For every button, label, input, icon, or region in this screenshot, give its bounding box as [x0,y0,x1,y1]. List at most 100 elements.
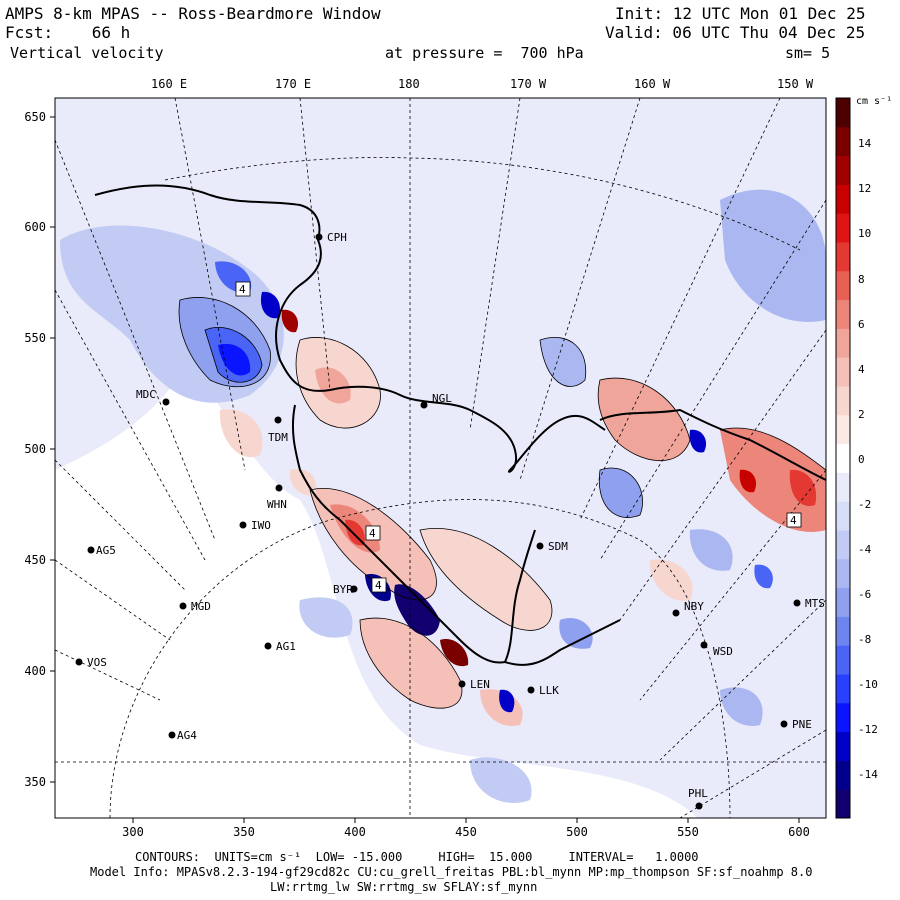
station-dot-whn [275,484,283,492]
colorbar-swatch [836,357,850,387]
contour-label-box [786,512,802,528]
colorbar-tick-label: 14 [858,137,872,150]
colorbar-swatch [836,414,850,445]
colorbar-swatch [836,443,850,473]
lon-label-150w: 150 W [777,77,814,91]
x-tick-label: 550 [677,825,699,839]
station-label-ag5: AG5 [96,544,116,557]
lon-label-170e: 170 E [275,77,311,91]
contour-labels: 4 4 4 4 [235,281,802,593]
contour-label: 4 [239,283,246,296]
station-label-nby: NBY [684,600,704,613]
station-label-whn: WHN [267,498,287,511]
colorbar-swatch [836,98,850,128]
graticule [55,98,826,818]
station-label-ngl: NGL [432,392,452,405]
colorbar-swatch [836,616,850,646]
station-dot-ag1 [264,642,272,650]
colorbar-tick-label: 10 [858,227,871,240]
station-label-cph: CPH [327,231,347,244]
colorbar-swatch [836,674,850,704]
colorbar-swatch [836,587,850,617]
coastline [94,184,826,666]
colorbar-swatch [836,789,850,819]
field-name: Vertical velocity [10,44,164,62]
station-label-ag1: AG1 [276,640,296,653]
colorbar-tick-label: -14 [858,768,878,781]
colorbar-swatch [836,558,850,589]
station-dot-mts [793,599,801,607]
colorbar-tick-label: -10 [858,678,878,691]
colorbar [836,98,850,819]
station-dot-iwo [239,521,247,529]
station-label-phl: PHL [688,787,708,800]
station-label-pne: PNE [792,718,812,731]
x-tick-label: 450 [455,825,477,839]
colorbar-swatch [836,530,850,560]
y-tick-label: 600 [24,220,46,234]
colorbar-swatch [836,328,850,358]
colorbar-swatch [836,126,850,157]
colorbar-swatch [836,213,850,243]
station-label-wsd: WSD [713,645,733,658]
x-tick-label: 300 [122,825,144,839]
colorbar-swatch [836,731,850,761]
station-dot-cph [315,233,323,241]
y-tick-label: 500 [24,442,46,456]
station-dot-ag4 [168,731,176,739]
colorbar-tick-label: -8 [858,633,871,646]
contour-label: 4 [369,527,376,540]
station-dot-mdc [162,398,170,406]
pressure-level: at pressure = 700 hPa [385,44,584,62]
x-axis: 300 350 400 450 500 550 600 [122,818,810,839]
colorbar-swatch [836,299,850,329]
y-axis: 650 600 550 500 450 400 350 [24,110,55,789]
station-label-mgd: MGD [191,600,211,613]
station-dot-byr [350,585,358,593]
x-tick-label: 350 [233,825,255,839]
y-tick-label: 350 [24,775,46,789]
station-label-byr: BYR [333,583,353,596]
model-info-line2: LW:rrtmg_lw SW:rrtmg_sw SFLAY:sf_mynn [270,880,538,894]
contour-label-box [371,577,387,593]
lon-label-160w: 160 W [634,77,671,91]
colorbar-swatch [836,472,850,502]
colorbar-tick-label: 4 [858,363,865,376]
station-dot-nby [672,609,680,617]
y-tick-label: 400 [24,664,46,678]
colorbar-swatch [836,760,850,790]
station-dot-ngl [420,401,428,409]
station-label-sdm: SDM [548,540,568,553]
colorbar-units: cm s⁻¹ [856,96,892,107]
forecast-hour: Fcst: 66 h [5,23,131,42]
colorbar-tick-label: 2 [858,408,865,421]
station-markers: CPH NGL MDC TDM WHN IWO AG5 MGD AG1 VOS … [75,231,825,810]
station-label-vos: VOS [87,656,107,669]
lon-label-180: 180 [398,77,420,91]
smoothing-value: sm= 5 [785,44,831,62]
contour-label-box [235,281,251,297]
station-dot-phl [695,802,703,810]
station-label-len: LEN [470,678,490,691]
valid-time: Valid: 06 UTC Thu 04 Dec 25 [605,23,866,42]
colorbar-tick-label: -12 [858,723,878,736]
colorbar-tick-label: -2 [858,498,871,511]
contour-label: 4 [790,514,797,527]
colorbar-swatch [836,386,850,416]
station-label-iwo: IWO [251,519,271,532]
colorbar-tick-labels: 14 12 10 8 6 4 2 0 -2 -4 -6 -8 -10 -12 -… [858,137,878,781]
init-time: Init: 12 UTC Mon 01 Dec 25 [615,4,866,23]
x-tick-label: 600 [788,825,810,839]
colorbar-swatch [836,702,850,733]
station-label-mts: MTS [805,597,825,610]
y-tick-label: 550 [24,331,46,345]
station-dot-vos [75,658,83,666]
lon-label-170w: 170 W [510,77,547,91]
station-dot-ag5 [87,546,95,554]
station-dot-wsd [700,641,708,649]
station-dot-llk [527,686,535,694]
contours-info: CONTOURS: UNITS=cm s⁻¹ LOW= -15.000 HIGH… [135,850,699,864]
station-dot-mgd [179,602,187,610]
colorbar-tick-label: 6 [858,318,865,331]
